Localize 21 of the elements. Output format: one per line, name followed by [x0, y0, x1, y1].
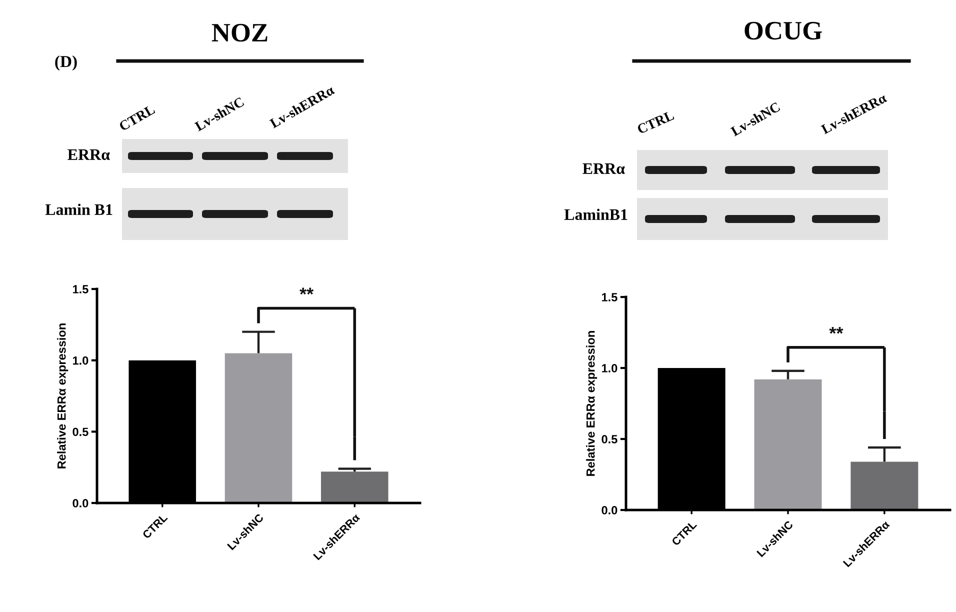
annotation: ** — [300, 288, 314, 295]
chart-title: NOZ — [212, 24, 268, 42]
text: CTRL — [118, 104, 156, 132]
y-tick-label: 0.5 — [602, 435, 618, 444]
y-tick-label: 1.0 — [602, 364, 618, 372]
y-axis-title: Relative ERRα expression — [586, 331, 598, 476]
y-tick-label: 0.0 — [602, 506, 618, 514]
text: LaminB1 — [564, 208, 628, 220]
y-tick-label: 1.5 — [73, 285, 88, 294]
text: (D) — [55, 55, 77, 71]
annotation: ** — [829, 326, 844, 334]
y-tick-label: 1.0 — [73, 356, 88, 365]
text: Lamin B1 — [45, 204, 112, 215]
y-tick-label: 0.5 — [72, 428, 88, 436]
y-axis-title: Relative ERRα expression — [57, 324, 68, 468]
text: ERRα — [68, 149, 110, 160]
y-tick-label: 1.5 — [602, 293, 618, 302]
text: CTRL — [636, 110, 675, 134]
chart-title: OCUG — [744, 22, 822, 40]
y-tick-label: 0.0 — [72, 499, 88, 508]
text: ERRα — [582, 163, 625, 174]
